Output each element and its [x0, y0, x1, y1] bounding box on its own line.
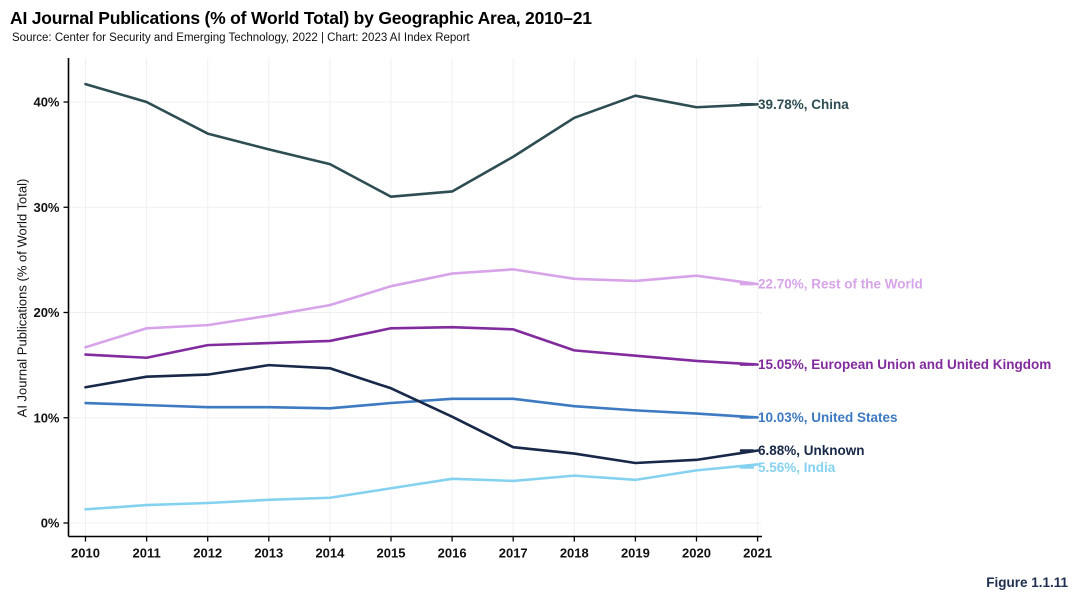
x-tick-label: 2016 — [438, 546, 467, 561]
x-tick-label: 2012 — [193, 546, 222, 561]
y-tick-label: 30% — [33, 200, 59, 215]
chart-source-note: Source: Center for Security and Emerging… — [12, 32, 470, 44]
y-tick-label: 40% — [33, 95, 59, 110]
series-end-label-european-union-and-united-kingdom: 15.05%, European Union and United Kingdo… — [758, 357, 1051, 372]
series-line-china — [84, 82, 759, 199]
series-line-unknown — [84, 363, 759, 465]
series-line-european-union-and-united-kingdom — [84, 325, 759, 366]
y-tick-label: 0% — [41, 516, 60, 531]
series-end-label-india: 5.56%, India — [758, 460, 836, 475]
chart-title: AI Journal Publications (% of World Tota… — [10, 8, 592, 28]
x-tick-label: 2011 — [132, 546, 160, 561]
x-tick-label: 2014 — [315, 546, 345, 561]
series-line-united-states — [84, 397, 759, 419]
x-tick-label: 2021 — [743, 546, 772, 561]
series-end-label-united-states: 10.03%, United States — [758, 410, 898, 425]
series-line-rest-of-the-world — [84, 268, 759, 349]
y-tick-label: 20% — [33, 305, 59, 320]
series-end-label-rest-of-the-world: 22.70%, Rest of the World — [758, 277, 923, 292]
x-tick-label: 2015 — [377, 546, 406, 561]
x-tick-label: 2020 — [682, 546, 711, 561]
y-tick-label: 10% — [33, 410, 59, 425]
series-line-india — [84, 463, 759, 511]
x-tick-label: 2017 — [499, 546, 528, 561]
series-end-label-china: 39.78%, China — [758, 97, 849, 112]
figure-number: Figure 1.1.11 — [986, 575, 1068, 590]
x-tick-label: 2013 — [254, 546, 283, 561]
x-tick-label: 2010 — [71, 546, 100, 561]
series-end-label-unknown: 6.88%, Unknown — [758, 443, 865, 458]
x-tick-label: 2019 — [621, 546, 650, 561]
x-tick-label: 2018 — [560, 546, 589, 561]
